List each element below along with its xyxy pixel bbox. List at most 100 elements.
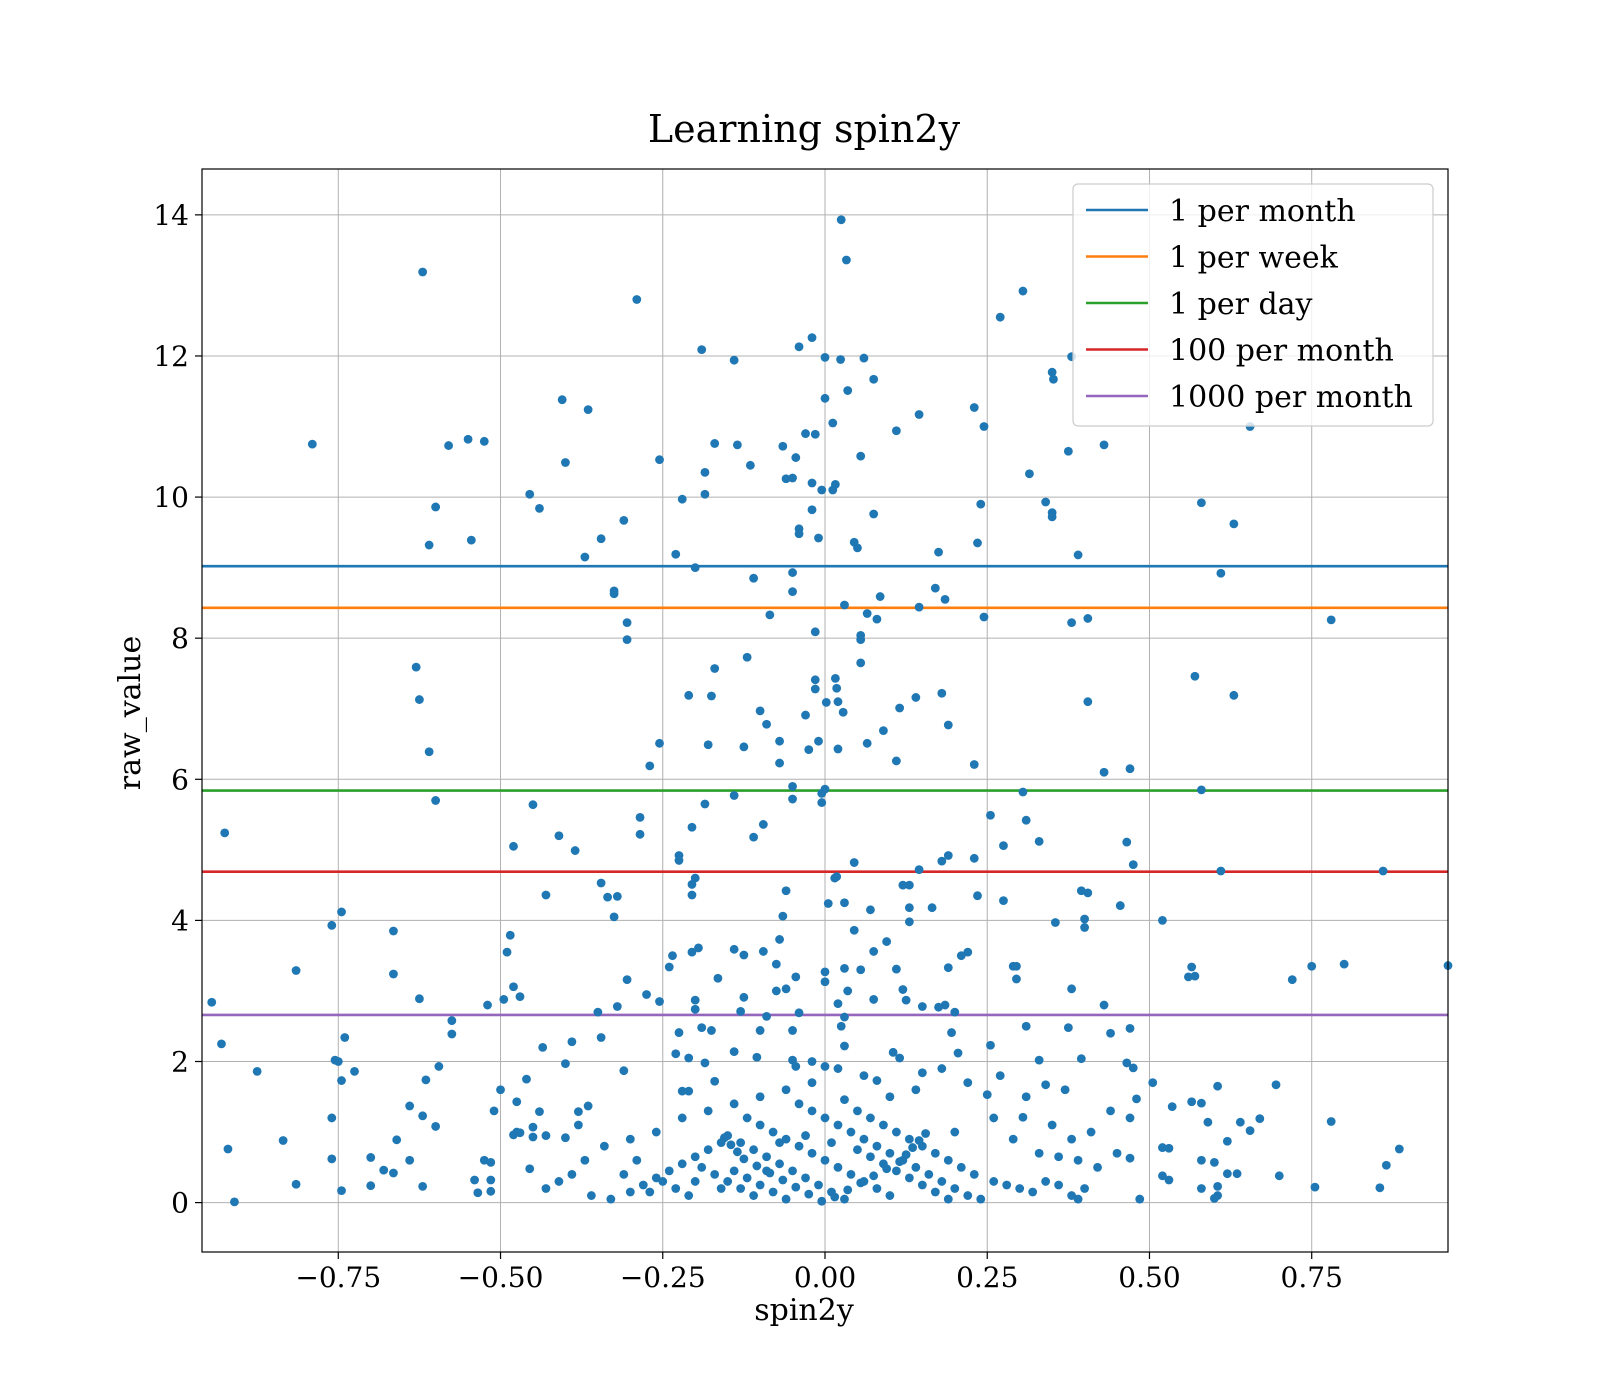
- data-point: [1021, 1092, 1031, 1102]
- data-point: [755, 1092, 765, 1102]
- data-point: [904, 880, 914, 890]
- data-point: [947, 1028, 956, 1037]
- legend-label: 1 per week: [1169, 241, 1339, 276]
- data-point: [1158, 915, 1167, 925]
- data-point: [989, 1177, 999, 1186]
- data-point: [1012, 961, 1021, 971]
- data-point: [710, 1169, 720, 1179]
- data-point: [486, 1157, 496, 1167]
- data-point: [771, 959, 781, 969]
- legend-label: 1 per month: [1169, 194, 1356, 229]
- data-point: [1067, 618, 1077, 628]
- data-point: [599, 1141, 609, 1151]
- data-points: [207, 215, 1453, 1207]
- data-point: [739, 742, 749, 752]
- data-point: [340, 1033, 350, 1042]
- data-point: [788, 794, 797, 804]
- data-point: [840, 963, 849, 973]
- data-point: [431, 796, 441, 805]
- y-tick-label: 10: [153, 481, 189, 514]
- data-point: [405, 1101, 415, 1111]
- data-point: [729, 791, 739, 800]
- data-point: [755, 1026, 765, 1035]
- data-point: [762, 1152, 771, 1162]
- data-point: [843, 1185, 853, 1195]
- data-point: [710, 664, 720, 673]
- data-point: [869, 947, 879, 956]
- data-point: [853, 1106, 862, 1116]
- data-point: [963, 947, 973, 957]
- data-point: [638, 1180, 648, 1190]
- data-point: [791, 1062, 801, 1071]
- data-point: [924, 1169, 934, 1179]
- x-tick-label: 0.25: [956, 1261, 1018, 1294]
- data-point: [1125, 1023, 1135, 1033]
- data-point: [853, 1145, 862, 1155]
- data-point: [1018, 787, 1028, 797]
- data-point: [1125, 1113, 1135, 1123]
- data-point: [684, 1086, 694, 1096]
- data-point: [1067, 984, 1077, 994]
- data-point: [612, 1002, 622, 1011]
- data-point: [1274, 1171, 1284, 1181]
- data-point: [755, 1120, 765, 1130]
- data-point: [541, 1131, 551, 1140]
- data-point: [687, 947, 697, 957]
- data-point: [807, 1106, 817, 1116]
- data-point: [973, 538, 982, 548]
- data-point: [849, 925, 859, 935]
- data-point: [1008, 1134, 1018, 1144]
- data-point: [872, 1076, 882, 1085]
- data-point: [622, 618, 632, 628]
- data-point: [817, 485, 827, 495]
- data-point: [483, 1000, 492, 1010]
- data-point: [677, 1086, 687, 1096]
- data-point: [1063, 1023, 1073, 1033]
- data-point: [538, 1042, 548, 1052]
- y-tick-label: 0: [171, 1187, 189, 1220]
- data-point: [843, 986, 853, 996]
- data-point: [1012, 974, 1021, 984]
- data-point: [833, 999, 843, 1009]
- data-point: [1021, 815, 1031, 825]
- data-point: [739, 992, 749, 1002]
- data-point: [690, 1004, 700, 1014]
- data-point: [337, 1076, 346, 1085]
- data-point: [937, 856, 947, 866]
- data-point: [1222, 1169, 1232, 1179]
- data-point: [882, 1164, 892, 1174]
- data-point: [580, 552, 590, 562]
- data-point: [710, 1076, 720, 1086]
- data-point: [674, 1028, 684, 1037]
- data-point: [976, 1194, 986, 1204]
- data-point: [635, 829, 645, 839]
- data-point: [684, 1053, 694, 1063]
- data-point: [755, 706, 765, 716]
- data-point: [479, 436, 489, 446]
- data-point: [1222, 1136, 1232, 1146]
- data-point: [337, 907, 346, 917]
- data-point: [1167, 1102, 1177, 1112]
- data-point: [1310, 1182, 1320, 1192]
- data-point: [745, 460, 755, 470]
- data-point: [908, 1143, 918, 1152]
- data-point: [729, 944, 739, 954]
- data-point: [801, 1173, 810, 1183]
- data-point: [755, 1180, 765, 1190]
- data-point: [561, 1059, 570, 1069]
- data-point: [1054, 1180, 1064, 1190]
- data-point: [771, 986, 781, 996]
- data-point: [794, 1141, 804, 1151]
- data-point: [911, 1162, 921, 1172]
- data-point: [509, 1130, 518, 1140]
- data-point: [820, 1062, 830, 1071]
- data-point: [904, 1173, 914, 1183]
- data-point: [820, 352, 830, 362]
- data-point: [856, 451, 866, 461]
- data-point: [716, 1184, 726, 1193]
- data-point: [869, 509, 879, 519]
- data-point: [1083, 888, 1093, 898]
- data-point: [820, 1113, 830, 1123]
- data-point: [979, 612, 989, 622]
- data-point: [943, 720, 953, 730]
